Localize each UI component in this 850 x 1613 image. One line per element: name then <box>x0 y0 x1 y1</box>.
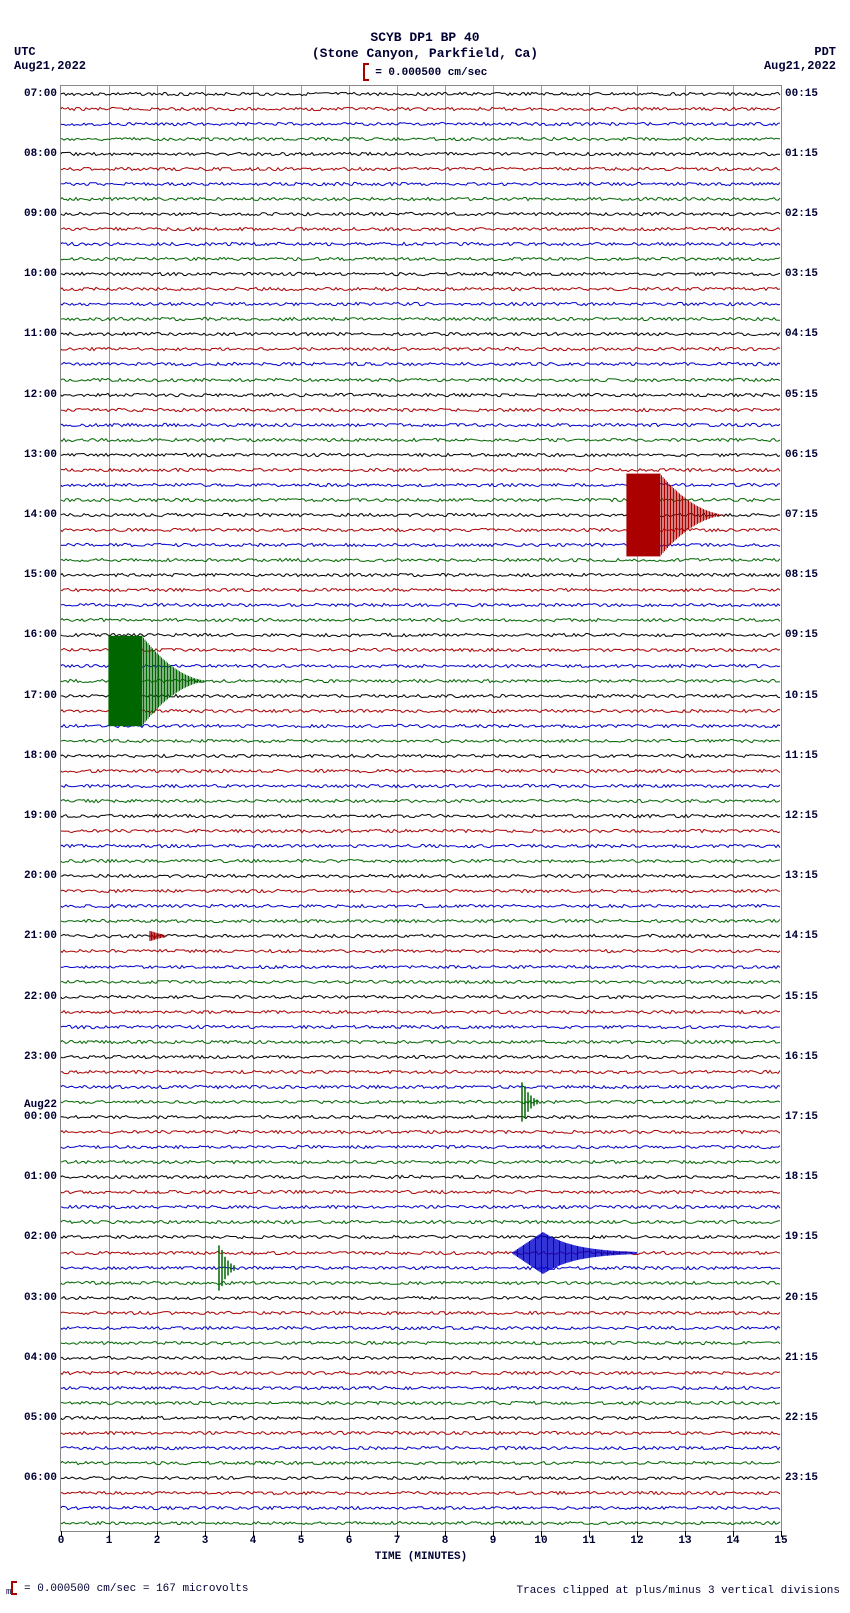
right-time-label: 20:15 <box>785 1292 841 1304</box>
left-time-label: 12:00 <box>1 389 57 401</box>
right-time-label: 22:15 <box>785 1412 841 1424</box>
left-time-label: 06:00 <box>1 1472 57 1484</box>
left-time-label: 23:00 <box>1 1051 57 1063</box>
right-time-label: 02:15 <box>785 208 841 220</box>
right-time-label: 11:15 <box>785 750 841 762</box>
left-time-label: 19:00 <box>1 810 57 822</box>
x-tick-label: 12 <box>630 1535 643 1547</box>
scale-bar-icon <box>363 63 369 81</box>
date-left: Aug21,2022 <box>14 60 86 74</box>
x-tick-label: 6 <box>346 1535 353 1547</box>
footer-right: Traces clipped at plus/minus 3 vertical … <box>517 1585 840 1597</box>
right-time-label: 05:15 <box>785 389 841 401</box>
seismic-event <box>211 1242 251 1293</box>
right-time-label: 09:15 <box>785 629 841 641</box>
left-time-label: 15:00 <box>1 569 57 581</box>
left-time-label: 09:00 <box>1 208 57 220</box>
right-time-label: 14:15 <box>785 930 841 942</box>
right-time-label: 21:15 <box>785 1352 841 1364</box>
right-time-label: 17:15 <box>785 1111 841 1123</box>
right-time-label: 23:15 <box>785 1472 841 1484</box>
right-time-label: 03:15 <box>785 268 841 280</box>
x-axis-label: TIME (MINUTES) <box>61 1551 781 1563</box>
x-tick-label: 14 <box>726 1535 739 1547</box>
x-tick-label: 1 <box>106 1535 113 1547</box>
left-time-label: 04:00 <box>1 1352 57 1364</box>
left-time-label: 20:00 <box>1 870 57 882</box>
x-tick-label: 8 <box>442 1535 449 1547</box>
left-time-label: 02:00 <box>1 1231 57 1243</box>
footer-left: m = 0.000500 cm/sec = 167 microvolts <box>6 1581 248 1597</box>
left-time-label: 10:00 <box>1 268 57 280</box>
tz-right: PDT <box>814 46 836 60</box>
x-tick-label: 13 <box>678 1535 691 1547</box>
left-time-label: 14:00 <box>1 509 57 521</box>
left-time-label: 13:00 <box>1 449 57 461</box>
right-time-label: 13:15 <box>785 870 841 882</box>
x-tick-label: 3 <box>202 1535 209 1547</box>
right-time-label: 00:15 <box>785 88 841 100</box>
left-time-label: Aug2200:00 <box>1 1099 57 1123</box>
seismic-event <box>607 470 754 561</box>
title-line2: (Stone Canyon, Parkfield, Ca) <box>0 46 850 62</box>
tz-left: UTC <box>14 46 36 60</box>
seismic-event <box>88 631 235 729</box>
x-tick-label: 2 <box>154 1535 161 1547</box>
left-time-label: 07:00 <box>1 88 57 100</box>
right-time-label: 18:15 <box>785 1171 841 1183</box>
left-time-label: 22:00 <box>1 991 57 1003</box>
seismogram-plot: TIME (MINUTES) 012345678910111213141507:… <box>60 85 782 1532</box>
left-time-label: 01:00 <box>1 1171 57 1183</box>
title-scale: = 0.000500 cm/sec <box>0 63 850 81</box>
x-tick-label: 15 <box>774 1535 787 1547</box>
seismic-event <box>144 929 174 943</box>
right-time-label: 15:15 <box>785 991 841 1003</box>
left-time-label: 18:00 <box>1 750 57 762</box>
left-time-label: 05:00 <box>1 1412 57 1424</box>
right-time-label: 19:15 <box>785 1231 841 1243</box>
left-time-label: 21:00 <box>1 930 57 942</box>
right-time-label: 01:15 <box>785 148 841 160</box>
right-time-label: 08:15 <box>785 569 841 581</box>
title: SCYB DP1 BP 40 (Stone Canyon, Parkfield,… <box>0 30 850 81</box>
right-time-label: 06:15 <box>785 449 841 461</box>
right-time-label: 12:15 <box>785 810 841 822</box>
x-tick-label: 7 <box>394 1535 401 1547</box>
right-time-label: 07:15 <box>785 509 841 521</box>
right-time-label: 16:15 <box>785 1051 841 1063</box>
x-tick-label: 5 <box>298 1535 305 1547</box>
left-time-label: 11:00 <box>1 328 57 340</box>
left-time-label: 17:00 <box>1 690 57 702</box>
left-time-label: 03:00 <box>1 1292 57 1304</box>
seismic-event <box>514 1079 554 1124</box>
x-tick-label: 4 <box>250 1535 257 1547</box>
title-line1: SCYB DP1 BP 40 <box>0 30 850 46</box>
x-tick-label: 10 <box>534 1535 547 1547</box>
x-tick-label: 9 <box>490 1535 497 1547</box>
x-tick-label: 0 <box>58 1535 65 1547</box>
left-time-label: 16:00 <box>1 629 57 641</box>
right-time-label: 10:15 <box>785 690 841 702</box>
left-time-label: 08:00 <box>1 148 57 160</box>
seismic-event <box>501 1228 638 1276</box>
right-time-label: 04:15 <box>785 328 841 340</box>
x-tick-label: 11 <box>582 1535 595 1547</box>
date-right: Aug21,2022 <box>764 60 836 74</box>
